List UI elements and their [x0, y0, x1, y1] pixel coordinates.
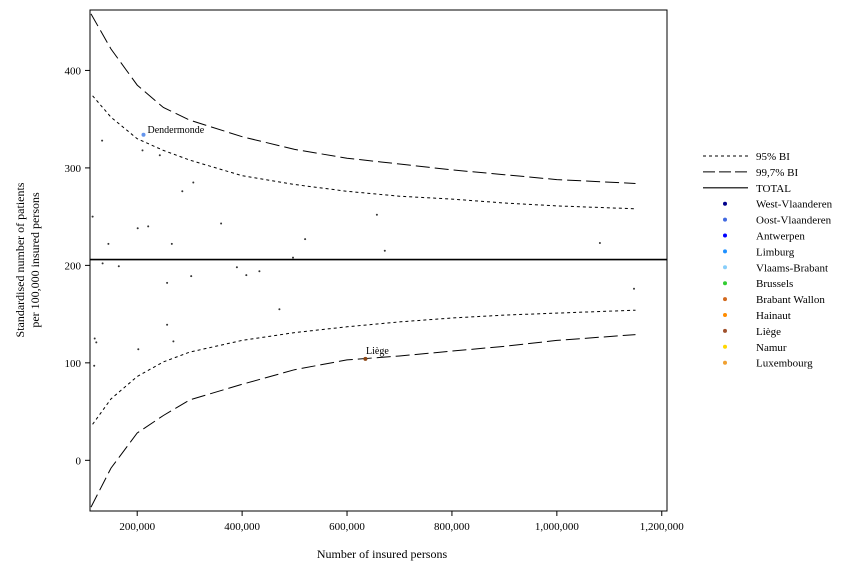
- x-tick-label: 800,000: [434, 521, 470, 533]
- x-tick-label: 1,200,000: [640, 521, 685, 533]
- data-point: [633, 287, 635, 290]
- data-point: [598, 242, 601, 244]
- x-tick-label: 400,000: [224, 521, 260, 533]
- data-point: [166, 281, 169, 284]
- legend-swatch: [723, 297, 727, 302]
- data-point: [383, 249, 386, 252]
- legend-swatch: [723, 265, 727, 270]
- x-axis: 200,000 400,000 600,000 800,000 1,000,000 1,2…: [119, 511, 684, 533]
- x-tick-label: 1,000,000: [535, 521, 580, 533]
- y-tick-label: 200: [65, 260, 82, 272]
- x-tick-label: 200,000: [119, 521, 155, 533]
- legend-swatch: [723, 360, 727, 365]
- data-point: [170, 242, 173, 245]
- data-point: [136, 227, 139, 230]
- data-point: [235, 266, 238, 269]
- data-point: [304, 238, 307, 241]
- y-axis-title: Standardised number of patients per 100,…: [13, 182, 42, 337]
- data-point: [278, 308, 281, 311]
- data-point: [93, 364, 96, 367]
- legend-label: 99,7% BI: [756, 167, 799, 179]
- legend-swatch: [723, 328, 727, 333]
- legend-label: Antwerpen: [756, 231, 805, 243]
- legend-label: Hainaut: [756, 310, 791, 322]
- data-points: Dendermonde Liège: [91, 125, 635, 367]
- legend: 95% BI 99,7% BI TOTAL West-Vlaanderen Oost-V…: [703, 151, 833, 370]
- y-axis-title-line-2: per 100,000 insured persons: [28, 192, 42, 328]
- y-tick-label: 100: [65, 358, 82, 370]
- plot-frame: [89, 9, 668, 512]
- confidence-bands: [90, 13, 636, 508]
- data-point: [117, 265, 120, 268]
- data-point: [181, 190, 184, 193]
- data-point: [107, 242, 110, 245]
- data-point: [101, 139, 104, 142]
- y-axis-title-line-1: Standardised number of patients: [13, 182, 27, 337]
- legend-swatch: [723, 201, 727, 206]
- data-point: [363, 356, 368, 361]
- legend-label: West-Vlaanderen: [756, 199, 833, 211]
- data-point: [220, 222, 223, 225]
- band-95-lower: [92, 309, 636, 425]
- data-point: [258, 270, 261, 273]
- legend-swatch: [723, 217, 727, 222]
- data-point: [292, 256, 294, 259]
- y-tick-label: 300: [65, 163, 82, 175]
- data-point: [141, 132, 146, 137]
- legend-label: Vlaams-Brabant: [756, 262, 828, 274]
- data-point: [147, 225, 150, 228]
- data-point: [101, 262, 104, 265]
- data-point: [192, 181, 195, 184]
- legend-label: Oost-Vlaanderen: [756, 215, 832, 227]
- data-point: [172, 340, 175, 343]
- data-point: [95, 341, 98, 344]
- point-annotation: Dendermonde: [148, 125, 205, 136]
- data-point: [375, 213, 378, 216]
- data-point: [93, 337, 96, 340]
- x-tick-label: 600,000: [329, 521, 365, 533]
- data-point: [137, 348, 140, 351]
- legend-label: Brussels: [756, 278, 793, 290]
- data-point: [190, 275, 193, 278]
- data-point: [245, 274, 248, 277]
- legend-label: Luxembourg: [756, 358, 813, 370]
- legend-label: Limburg: [756, 246, 795, 258]
- legend-label: 95% BI: [756, 151, 790, 163]
- band-997-upper: [90, 13, 636, 184]
- band-95-upper: [92, 95, 636, 210]
- legend-swatch: [723, 313, 727, 317]
- x-axis-title: Number of insured persons: [317, 547, 448, 561]
- legend-swatch: [723, 281, 727, 286]
- data-point: [158, 154, 161, 157]
- data-point: [141, 149, 144, 152]
- point-annotation: Liège: [366, 346, 389, 357]
- band-997-lower: [90, 334, 636, 508]
- legend-label: Brabant Wallon: [756, 294, 825, 306]
- y-tick-label: 0: [76, 455, 82, 467]
- y-tick-label: 400: [65, 65, 82, 77]
- data-point: [91, 215, 94, 218]
- legend-swatch: [723, 344, 727, 349]
- legend-label: Namur: [756, 342, 787, 354]
- legend-label: TOTAL: [756, 183, 791, 195]
- legend-label: Liège: [756, 326, 781, 338]
- data-point: [166, 323, 169, 326]
- legend-swatch: [723, 249, 727, 254]
- y-axis: 0 100 200 300 400: [65, 65, 90, 467]
- legend-swatch: [723, 233, 727, 238]
